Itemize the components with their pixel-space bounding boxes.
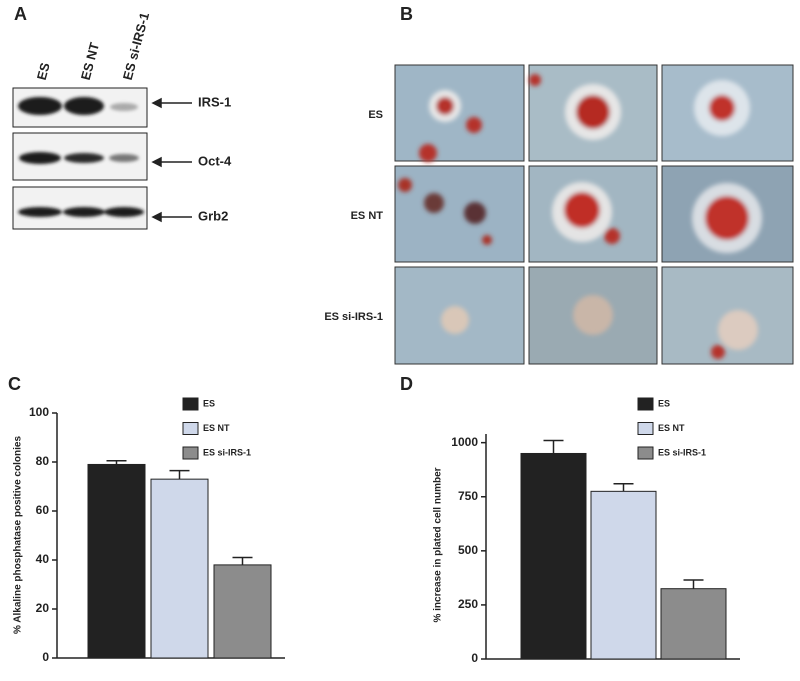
y-tick-label: 60: [36, 503, 50, 517]
lane-label: ES si-IRS-1: [120, 11, 152, 82]
marker-label: Oct-4: [198, 153, 232, 168]
panel-label: D: [400, 374, 413, 394]
legend-label: ES: [658, 398, 670, 408]
y-tick-label: 20: [36, 601, 50, 615]
y-tick-label: 40: [36, 552, 50, 566]
y-tick-label: 100: [29, 405, 49, 419]
bar: [87, 463, 146, 659]
panel-label: A: [14, 4, 27, 24]
y-axis-label: % increase in plated cell number: [433, 467, 444, 622]
bar: [590, 490, 657, 660]
legend-swatch: [182, 446, 199, 460]
legend-swatch: [182, 422, 199, 435]
bar: [660, 588, 727, 660]
legend-label: ES NT: [203, 423, 230, 433]
bands: [18, 97, 144, 217]
legend-swatch: [637, 422, 654, 435]
micrograph-panel: ES ES NT ES si-IRS-1: [324, 64, 794, 365]
marker-label: Grb2: [198, 208, 228, 223]
legend-label: ES si-IRS-1: [203, 447, 251, 457]
legend-swatch: [182, 397, 199, 411]
bar: [520, 452, 587, 660]
lane-label: ES: [34, 61, 53, 82]
y-tick-label: 1000: [451, 435, 478, 449]
bar: [213, 564, 272, 659]
row-label: ES si-IRS-1: [324, 311, 383, 323]
bar: [150, 478, 209, 659]
arrows: [151, 97, 192, 223]
y-axis-label: % Alkaline phosphatase positive colonies: [13, 436, 24, 634]
marker-label: IRS-1: [198, 94, 231, 109]
y-tick-label: 250: [458, 597, 478, 611]
y-tick-label: 500: [458, 543, 478, 557]
legend-label: ES: [203, 398, 215, 408]
panel-label: C: [8, 374, 21, 394]
legend-swatch: [637, 446, 654, 460]
blot-panel: ES ES NT ES si-IRS-1 IRS-1 Oct-4 Grb2: [12, 11, 232, 230]
legend-label: ES si-IRS-1: [658, 447, 706, 457]
lane-label: ES NT: [78, 41, 102, 82]
row-label: ES NT: [351, 210, 384, 222]
y-tick-label: 750: [458, 489, 478, 503]
legend-label: ES NT: [658, 423, 685, 433]
row-label: ES: [368, 109, 383, 121]
y-tick-label: 80: [36, 454, 50, 468]
panel-label: B: [400, 4, 413, 24]
y-tick-label: 0: [471, 651, 478, 665]
legend-swatch: [637, 397, 654, 411]
y-tick-label: 0: [42, 650, 49, 664]
colonies: [398, 74, 762, 359]
